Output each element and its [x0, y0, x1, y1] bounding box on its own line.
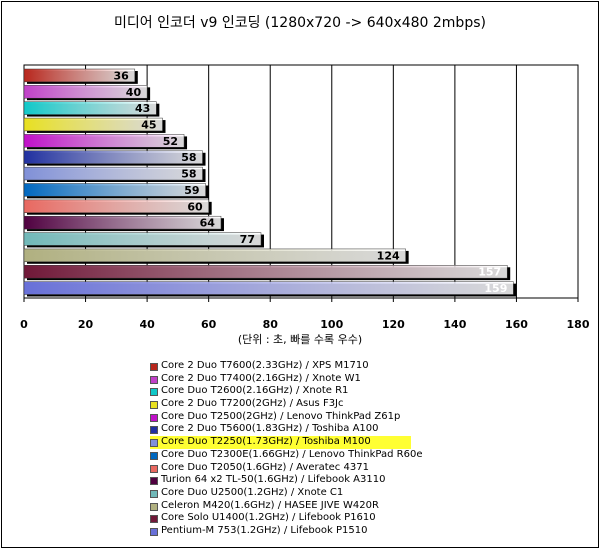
legend-label: Core Duo T2600(2.16GHz) / Xnote R1	[161, 385, 349, 397]
legend-label: Core 2 Duo T5600(1.83GHz) / Toshiba A100	[161, 423, 379, 435]
bar	[23, 183, 206, 197]
bar	[23, 101, 157, 115]
legend-label: Turion 64 x2 TL-50(1.6GHz) / Lifebook A3…	[161, 474, 386, 486]
legend-label: Core Duo T2300E(1.66GHz) / Lenovo ThinkP…	[161, 448, 423, 460]
legend-swatch	[150, 413, 158, 422]
legend-label: Pentium-M 753(1.2GHz) / Lifebook P1510	[161, 524, 368, 536]
legend-label: Core 2 Duo T7400(2.16GHz) / Xnote W1	[161, 372, 361, 384]
legend-item: Pentium-M 753(1.2GHz) / Lifebook P1510	[150, 525, 570, 538]
legend-item: Core Duo T2050(1.6GHz) / Averatec 4371	[150, 462, 570, 475]
legend-swatch	[150, 477, 158, 486]
bar	[23, 150, 203, 164]
legend-swatch	[150, 464, 158, 473]
legend-label: Core 2 Duo T7600(2.33GHz) / XPS M1710	[161, 360, 369, 371]
bar	[23, 265, 508, 279]
data-label: 40	[126, 86, 142, 99]
bar	[23, 232, 262, 246]
legend-item: Core Duo U2500(1.2GHz) / Xnote C1	[150, 487, 570, 500]
legend-item: Core 2 Duo T5600(1.83GHz) / Toshiba A100	[150, 423, 570, 436]
bar	[23, 166, 203, 181]
legend-label: Core Duo T2050(1.6GHz) / Averatec 4371	[161, 461, 369, 473]
data-label: 159	[484, 282, 507, 295]
legend-label: Core Solo U1400(1.2GHz) / Lifebook P1610	[161, 512, 376, 524]
x-tick-label: 100	[320, 318, 343, 331]
legend-item: Celeron M420(1.6GHz) / HASEE JIVE W420R	[150, 500, 570, 513]
bar	[23, 248, 406, 263]
legend-swatch	[150, 439, 158, 448]
data-label: 36	[113, 69, 129, 82]
data-label: 64	[200, 217, 216, 230]
legend-label: Core Duo T2500(2GHz) / Lenovo ThinkPad Z…	[161, 410, 401, 422]
data-label: 52	[163, 135, 178, 148]
legend-swatch	[150, 515, 158, 524]
bar	[23, 199, 209, 213]
x-axis-label: (단위 : 초, 빠를 수록 우수)	[238, 333, 362, 346]
legend-swatch	[150, 388, 158, 397]
data-label: 124	[377, 249, 400, 262]
x-tick-label: 60	[201, 318, 217, 331]
legend-swatch	[150, 426, 158, 435]
bar	[23, 281, 514, 295]
bar	[23, 117, 163, 132]
data-label: 59	[184, 184, 199, 197]
legend-item: Core 2 Duo T7600(2.33GHz) / XPS M1710	[150, 360, 570, 373]
data-label: 45	[141, 119, 156, 132]
legend-label: Core 2 Duo T7200(2GHz) / Asus F3Jc	[161, 398, 344, 410]
legend-swatch	[150, 375, 158, 384]
x-tick-label: 180	[567, 318, 590, 331]
data-label: 60	[187, 200, 203, 213]
legend-swatch	[150, 363, 158, 371]
data-label: 58	[181, 151, 196, 164]
legend-item: Core Duo T2300E(1.66GHz) / Lenovo ThinkP…	[150, 449, 570, 462]
x-tick-label: 80	[263, 318, 279, 331]
data-label: 58	[181, 168, 196, 181]
legend-swatch	[150, 502, 158, 511]
data-label: 43	[135, 102, 150, 115]
bar	[23, 68, 136, 83]
x-tick-label: 20	[78, 318, 94, 331]
legend-label: Core Duo U2500(1.2GHz) / Xnote C1	[161, 486, 344, 498]
plot-area: 0 20 40 60 80 100 120 140 160 1803640434552585859…	[20, 64, 590, 331]
legend-label: Core Duo T2250(1.73GHz) / Toshiba M100	[161, 436, 371, 448]
legend-item: Core Duo T2500(2GHz) / Lenovo ThinkPad Z…	[150, 411, 570, 424]
legend-label: Celeron M420(1.6GHz) / HASEE JIVE W420R	[161, 499, 379, 511]
bar	[23, 134, 185, 148]
legend-item: Core Duo T2250(1.73GHz) / Toshiba M100	[150, 436, 411, 449]
legend-item: Core 2 Duo T7400(2.16GHz) / Xnote W1	[150, 373, 570, 386]
chart-title: 미디어 인코더 v9 인코딩 (1280x720 -> 640x480 2mbp…	[114, 15, 486, 31]
legend-item: Core Duo T2600(2.16GHz) / Xnote R1	[150, 385, 570, 398]
data-label: 157	[478, 266, 501, 279]
x-tick-label: 120	[382, 318, 405, 331]
legend-item: Core Solo U1400(1.2GHz) / Lifebook P1610	[150, 512, 570, 525]
legend-swatch	[150, 527, 158, 536]
x-tick-label: 0	[20, 318, 28, 331]
data-label: 77	[240, 233, 255, 246]
x-tick-label: 140	[443, 318, 466, 331]
legend-swatch	[150, 451, 158, 460]
legend-item: Core 2 Duo T7200(2GHz) / Asus F3Jc	[150, 398, 570, 411]
bar	[23, 215, 222, 230]
x-tick-label: 40	[139, 318, 155, 331]
legend: Core 2 Duo T7600(2.33GHz) / XPS M1710 Cor…	[150, 360, 570, 538]
bar	[23, 85, 148, 99]
legend-swatch	[150, 401, 158, 410]
legend-item: Turion 64 x2 TL-50(1.6GHz) / Lifebook A3…	[150, 474, 570, 487]
legend-swatch	[150, 489, 158, 498]
x-tick-label: 160	[505, 318, 528, 331]
